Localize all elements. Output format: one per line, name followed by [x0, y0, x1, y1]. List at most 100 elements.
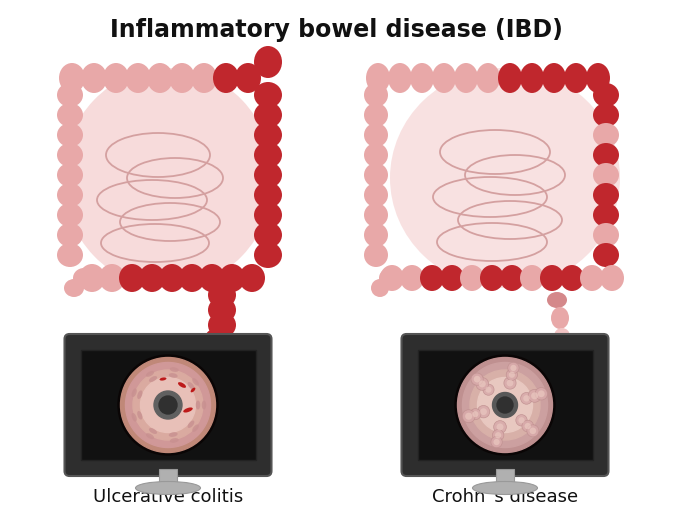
Circle shape — [125, 363, 211, 448]
Ellipse shape — [254, 202, 282, 228]
Ellipse shape — [600, 265, 624, 291]
Ellipse shape — [57, 143, 83, 167]
Circle shape — [120, 357, 215, 453]
Ellipse shape — [208, 282, 236, 308]
Circle shape — [516, 414, 527, 426]
Ellipse shape — [593, 183, 619, 207]
Circle shape — [495, 432, 501, 438]
Circle shape — [538, 391, 544, 397]
Ellipse shape — [440, 265, 464, 291]
Ellipse shape — [364, 123, 388, 147]
Circle shape — [141, 378, 195, 433]
Ellipse shape — [169, 63, 195, 93]
Ellipse shape — [119, 264, 145, 292]
Ellipse shape — [188, 421, 194, 428]
Ellipse shape — [57, 163, 83, 187]
Ellipse shape — [542, 63, 566, 93]
Ellipse shape — [137, 411, 143, 420]
Ellipse shape — [564, 63, 588, 93]
Circle shape — [524, 395, 530, 401]
Ellipse shape — [149, 376, 157, 382]
Ellipse shape — [170, 367, 179, 372]
Ellipse shape — [254, 122, 282, 148]
Circle shape — [472, 411, 479, 417]
Ellipse shape — [103, 63, 129, 93]
Circle shape — [133, 370, 203, 440]
Ellipse shape — [364, 143, 388, 167]
Ellipse shape — [400, 265, 424, 291]
Ellipse shape — [149, 428, 157, 434]
Ellipse shape — [364, 163, 388, 187]
Circle shape — [477, 406, 490, 418]
Ellipse shape — [420, 265, 444, 291]
Ellipse shape — [410, 63, 434, 93]
Circle shape — [154, 391, 182, 419]
Ellipse shape — [520, 265, 544, 291]
Circle shape — [465, 413, 472, 420]
Ellipse shape — [460, 265, 484, 291]
Ellipse shape — [364, 243, 388, 267]
Ellipse shape — [135, 482, 201, 495]
Ellipse shape — [580, 265, 604, 291]
Circle shape — [535, 387, 548, 400]
Ellipse shape — [547, 292, 567, 308]
Ellipse shape — [64, 279, 84, 297]
Ellipse shape — [364, 203, 388, 227]
Ellipse shape — [202, 400, 206, 410]
Ellipse shape — [213, 63, 239, 93]
Ellipse shape — [57, 123, 83, 147]
Ellipse shape — [199, 264, 225, 292]
Circle shape — [493, 439, 499, 445]
Ellipse shape — [57, 203, 83, 227]
Ellipse shape — [379, 268, 401, 288]
Circle shape — [507, 362, 519, 373]
Ellipse shape — [170, 438, 179, 443]
Circle shape — [478, 378, 532, 433]
Circle shape — [527, 425, 539, 437]
Ellipse shape — [540, 265, 564, 291]
Ellipse shape — [593, 123, 619, 147]
Ellipse shape — [364, 83, 388, 107]
Ellipse shape — [190, 387, 195, 392]
Circle shape — [518, 417, 525, 423]
Text: Crohn`s disease: Crohn`s disease — [432, 488, 578, 506]
Ellipse shape — [146, 371, 154, 377]
Ellipse shape — [254, 222, 282, 248]
Ellipse shape — [254, 242, 282, 268]
Ellipse shape — [131, 388, 137, 397]
Ellipse shape — [560, 265, 584, 291]
Ellipse shape — [160, 378, 166, 381]
Ellipse shape — [57, 183, 83, 207]
Ellipse shape — [235, 63, 261, 93]
Ellipse shape — [593, 103, 619, 127]
Ellipse shape — [99, 264, 125, 292]
Ellipse shape — [57, 83, 83, 107]
Ellipse shape — [593, 163, 619, 187]
Ellipse shape — [146, 433, 154, 439]
Ellipse shape — [593, 203, 619, 227]
Circle shape — [521, 393, 532, 404]
Ellipse shape — [364, 103, 388, 127]
Circle shape — [474, 376, 481, 382]
Circle shape — [159, 396, 177, 414]
Circle shape — [458, 357, 553, 453]
Ellipse shape — [205, 328, 231, 348]
Ellipse shape — [125, 63, 151, 93]
Text: Inflammatory bowel disease (IBD): Inflammatory bowel disease (IBD) — [110, 18, 563, 42]
Circle shape — [509, 371, 515, 378]
FancyBboxPatch shape — [65, 334, 271, 476]
Ellipse shape — [219, 264, 245, 292]
Ellipse shape — [179, 264, 205, 292]
Circle shape — [476, 378, 489, 390]
Ellipse shape — [254, 162, 282, 188]
Ellipse shape — [239, 264, 265, 292]
Ellipse shape — [57, 223, 83, 247]
Circle shape — [470, 409, 481, 420]
Ellipse shape — [390, 68, 620, 288]
Ellipse shape — [57, 103, 83, 127]
Circle shape — [506, 369, 518, 380]
Ellipse shape — [593, 143, 619, 167]
Ellipse shape — [183, 408, 192, 412]
Ellipse shape — [586, 63, 610, 93]
Circle shape — [462, 363, 548, 448]
